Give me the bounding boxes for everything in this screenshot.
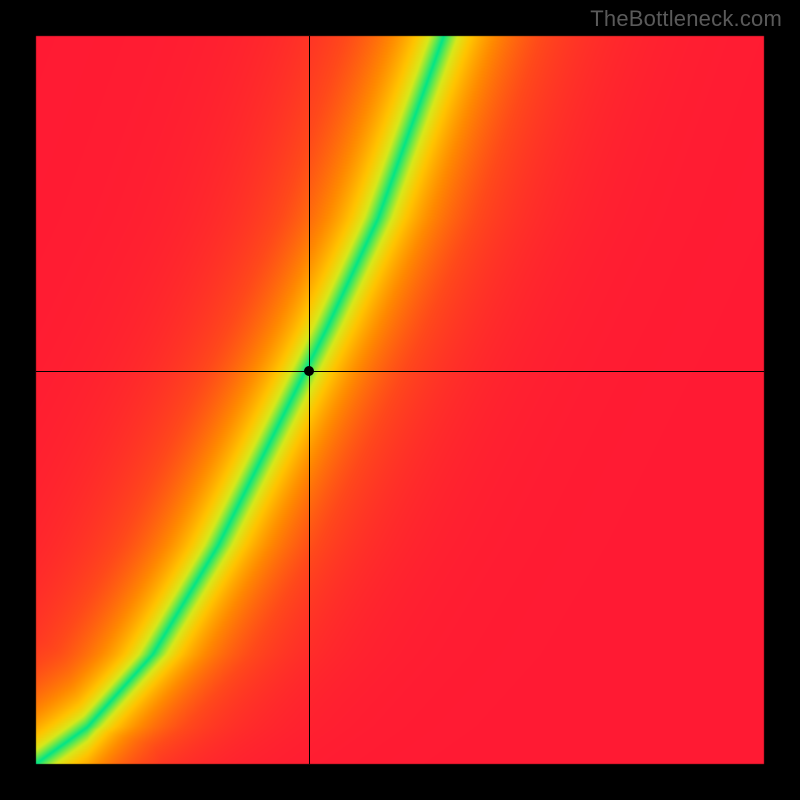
- heatmap-canvas: [0, 0, 800, 800]
- watermark-text: TheBottleneck.com: [590, 6, 782, 32]
- crosshair-vertical: [309, 36, 310, 764]
- chart-container: TheBottleneck.com: [0, 0, 800, 800]
- crosshair-horizontal: [36, 371, 764, 372]
- crosshair-point: [304, 366, 314, 376]
